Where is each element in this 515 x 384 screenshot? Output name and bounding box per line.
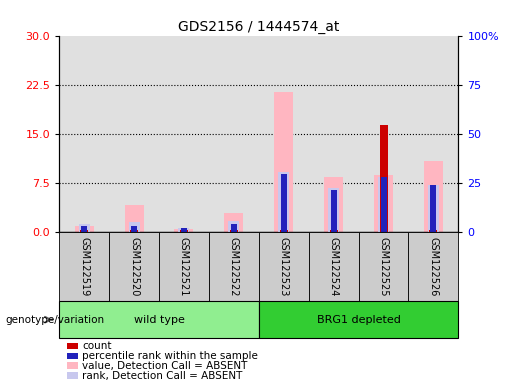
Bar [231, 224, 237, 232]
Bar [129, 222, 140, 232]
Text: rank, Detection Call = ABSENT: rank, Detection Call = ABSENT [82, 371, 243, 381]
Text: value, Detection Call = ABSENT: value, Detection Call = ABSENT [82, 361, 248, 371]
Bar [81, 226, 87, 232]
Bar [324, 177, 343, 232]
Text: GSM122519: GSM122519 [79, 237, 89, 296]
Bar [180, 230, 188, 232]
Text: count: count [82, 341, 112, 351]
Bar [330, 230, 338, 232]
Bar [278, 172, 289, 232]
Bar [380, 124, 387, 232]
Text: BRG1 depleted: BRG1 depleted [317, 314, 401, 325]
Bar [181, 228, 187, 232]
Bar [75, 226, 94, 232]
Bar [381, 177, 386, 232]
Text: genotype/variation: genotype/variation [5, 314, 104, 325]
Text: GSM122522: GSM122522 [229, 237, 239, 296]
Bar [80, 230, 88, 232]
Text: GSM122521: GSM122521 [179, 237, 189, 296]
Bar [331, 190, 337, 232]
Text: percentile rank within the sample: percentile rank within the sample [82, 351, 259, 361]
Title: GDS2156 / 1444574_at: GDS2156 / 1444574_at [178, 20, 339, 34]
Bar [228, 221, 239, 232]
Bar [430, 230, 437, 232]
Bar [428, 185, 439, 232]
Bar [175, 229, 194, 232]
Bar [131, 226, 137, 232]
Text: GSM122523: GSM122523 [279, 237, 289, 296]
Bar [230, 230, 238, 232]
Bar [130, 230, 138, 232]
Bar [179, 228, 190, 232]
Bar [424, 161, 443, 232]
Bar [274, 92, 293, 232]
Bar [125, 205, 144, 232]
Bar [328, 188, 339, 232]
Text: GSM122525: GSM122525 [379, 237, 388, 296]
Bar [431, 185, 436, 232]
Bar [79, 225, 90, 232]
Text: GSM122520: GSM122520 [129, 237, 139, 296]
Text: GSM122526: GSM122526 [428, 237, 438, 296]
Bar [280, 230, 288, 232]
Bar [281, 174, 287, 232]
Text: GSM122524: GSM122524 [329, 237, 339, 296]
Bar [225, 213, 243, 232]
Text: wild type: wild type [133, 314, 184, 325]
Bar [374, 175, 393, 232]
Bar [378, 177, 389, 232]
